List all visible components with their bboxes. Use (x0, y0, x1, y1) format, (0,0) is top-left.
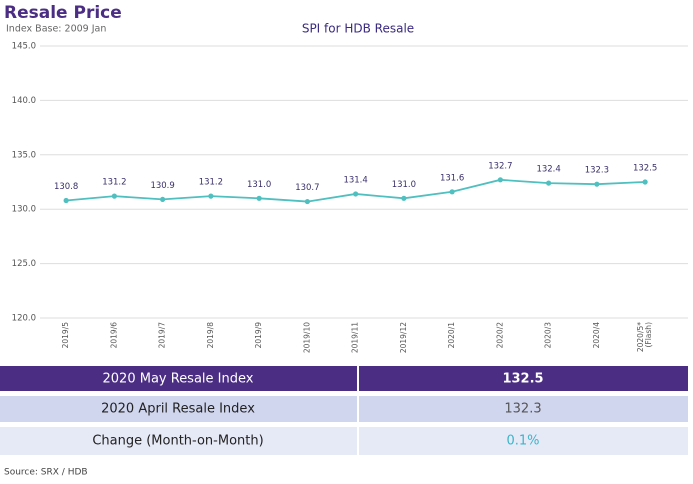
table-cell-bg (359, 366, 688, 391)
x-tick-label: 2019/12 (399, 322, 408, 353)
table-cell: 2020 May Resale Index (103, 372, 254, 387)
data-point (256, 195, 262, 201)
data-label: 131.0 (247, 180, 271, 190)
data-label: 130.7 (295, 183, 319, 193)
chart-title: SPI for HDB Resale (302, 22, 414, 36)
data-label: 132.5 (633, 164, 657, 174)
data-label: 130.8 (54, 182, 78, 192)
table-cell-bg (0, 396, 357, 422)
data-point (208, 193, 214, 199)
x-tick-label: 2019/8 (206, 322, 215, 349)
data-label: 132.4 (536, 165, 560, 175)
x-tick-label: 2019/5 (61, 322, 70, 349)
x-tick-label: 2019/10 (302, 322, 311, 353)
y-tick-label: 140.0 (12, 96, 36, 106)
page-subtitle: Index Base: 2009 Jan (6, 24, 106, 35)
data-label: 132.3 (585, 166, 609, 176)
table-cell: 2020 April Resale Index (101, 402, 255, 417)
data-point (111, 193, 117, 199)
data-label: 130.9 (150, 181, 174, 191)
page-title: Resale Price (4, 3, 122, 23)
y-tick-label: 135.0 (12, 150, 36, 160)
x-tick-label: 2019/7 (158, 322, 167, 349)
x-tick-label: 2019/9 (254, 322, 263, 349)
x-tick-label: 2020/3 (544, 322, 553, 349)
y-tick-label: 145.0 (12, 42, 36, 52)
data-point (497, 177, 503, 183)
data-point (449, 189, 455, 195)
data-label: 132.7 (488, 161, 512, 171)
x-tick-label: 2020/4 (592, 322, 601, 349)
table-cell-bg (0, 366, 357, 391)
table-cell-bg (0, 427, 357, 455)
y-tick-label: 130.0 (12, 205, 36, 215)
data-point (401, 195, 407, 201)
data-label: 131.4 (343, 175, 367, 185)
table-cell: 0.1% (506, 434, 539, 449)
data-label: 131.2 (102, 178, 126, 188)
source: Source: SRX / HDB (4, 468, 88, 478)
y-tick-label: 120.0 (12, 314, 36, 324)
data-point (160, 196, 166, 203)
table-cell: 132.5 (502, 372, 543, 387)
data-point (546, 180, 552, 186)
x-tick-label: 2020/5*(Flash) (636, 322, 653, 352)
data-label: 131.2 (199, 178, 223, 188)
data-point (63, 197, 69, 204)
table-cell-bg (359, 427, 688, 455)
data-point (353, 191, 359, 197)
table-cell: 132.3 (504, 402, 541, 417)
table-cell-bg (359, 396, 688, 422)
data-label: 131.0 (392, 180, 416, 190)
x-tick-label: 2019/11 (351, 322, 360, 353)
table-cell: Change (Month-on-Month) (92, 434, 263, 449)
x-tick-label: 2020/2 (495, 322, 504, 349)
y-tick-label: 125.0 (12, 259, 36, 269)
x-tick-label: 2019/6 (109, 322, 118, 349)
data-point (642, 179, 648, 185)
x-tick-label: 2020/1 (447, 322, 456, 349)
data-point (304, 198, 310, 205)
data-point (594, 181, 600, 187)
data-label: 131.6 (440, 173, 464, 183)
